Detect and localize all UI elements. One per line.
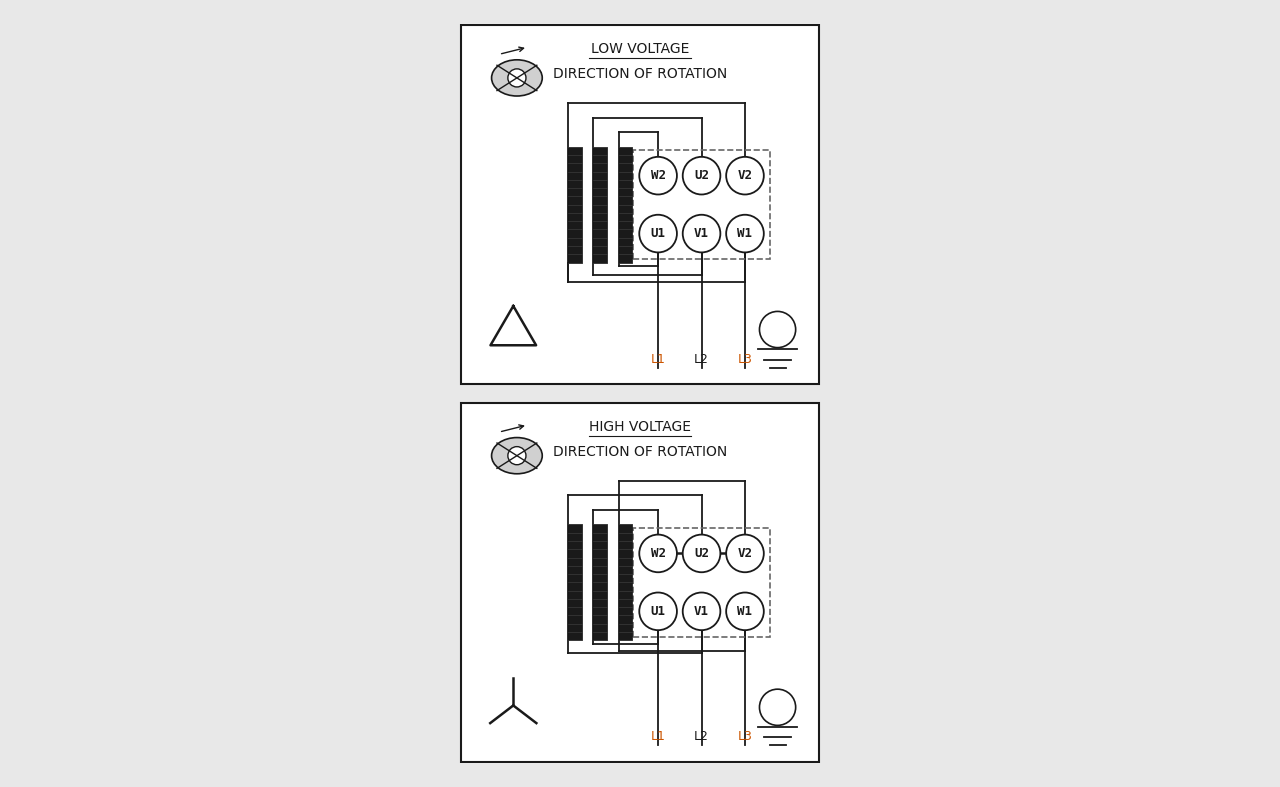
Bar (594, 146, 607, 263)
Circle shape (726, 534, 764, 572)
Circle shape (682, 593, 721, 630)
Text: L1: L1 (650, 353, 666, 366)
Text: HIGH VOLTAGE: HIGH VOLTAGE (589, 419, 691, 434)
Circle shape (639, 593, 677, 630)
Text: W1: W1 (737, 605, 753, 618)
Circle shape (639, 534, 677, 572)
Text: W1: W1 (737, 227, 753, 240)
FancyArrowPatch shape (502, 47, 524, 54)
Bar (568, 146, 581, 263)
Circle shape (682, 534, 721, 572)
Text: V2: V2 (737, 169, 753, 182)
Bar (618, 524, 632, 641)
FancyArrowPatch shape (502, 425, 524, 431)
Text: LOW VOLTAGE: LOW VOLTAGE (591, 42, 689, 56)
Circle shape (726, 157, 764, 194)
Text: L2: L2 (694, 730, 709, 744)
Text: U1: U1 (650, 227, 666, 240)
Text: DIRECTION OF ROTATION: DIRECTION OF ROTATION (553, 68, 727, 81)
Circle shape (759, 689, 796, 726)
Circle shape (726, 215, 764, 253)
Ellipse shape (492, 438, 543, 474)
Bar (568, 524, 581, 641)
Bar (632, 150, 771, 259)
Text: L3: L3 (737, 730, 753, 744)
Circle shape (682, 157, 721, 194)
Circle shape (508, 68, 526, 87)
Text: U1: U1 (650, 605, 666, 618)
Text: V2: V2 (737, 547, 753, 560)
Circle shape (682, 215, 721, 253)
Text: W2: W2 (650, 169, 666, 182)
Circle shape (639, 157, 677, 194)
Ellipse shape (492, 60, 543, 96)
Circle shape (639, 215, 677, 253)
Text: L1: L1 (650, 730, 666, 744)
Bar (618, 146, 632, 263)
Bar (632, 528, 771, 637)
Text: U2: U2 (694, 169, 709, 182)
Text: L2: L2 (694, 353, 709, 366)
Text: U2: U2 (694, 547, 709, 560)
Text: V1: V1 (694, 227, 709, 240)
Circle shape (726, 593, 764, 630)
Text: W2: W2 (650, 547, 666, 560)
Bar (594, 524, 607, 641)
Circle shape (508, 447, 526, 464)
Text: L3: L3 (737, 353, 753, 366)
Circle shape (759, 312, 796, 348)
Text: DIRECTION OF ROTATION: DIRECTION OF ROTATION (553, 445, 727, 459)
Text: V1: V1 (694, 605, 709, 618)
